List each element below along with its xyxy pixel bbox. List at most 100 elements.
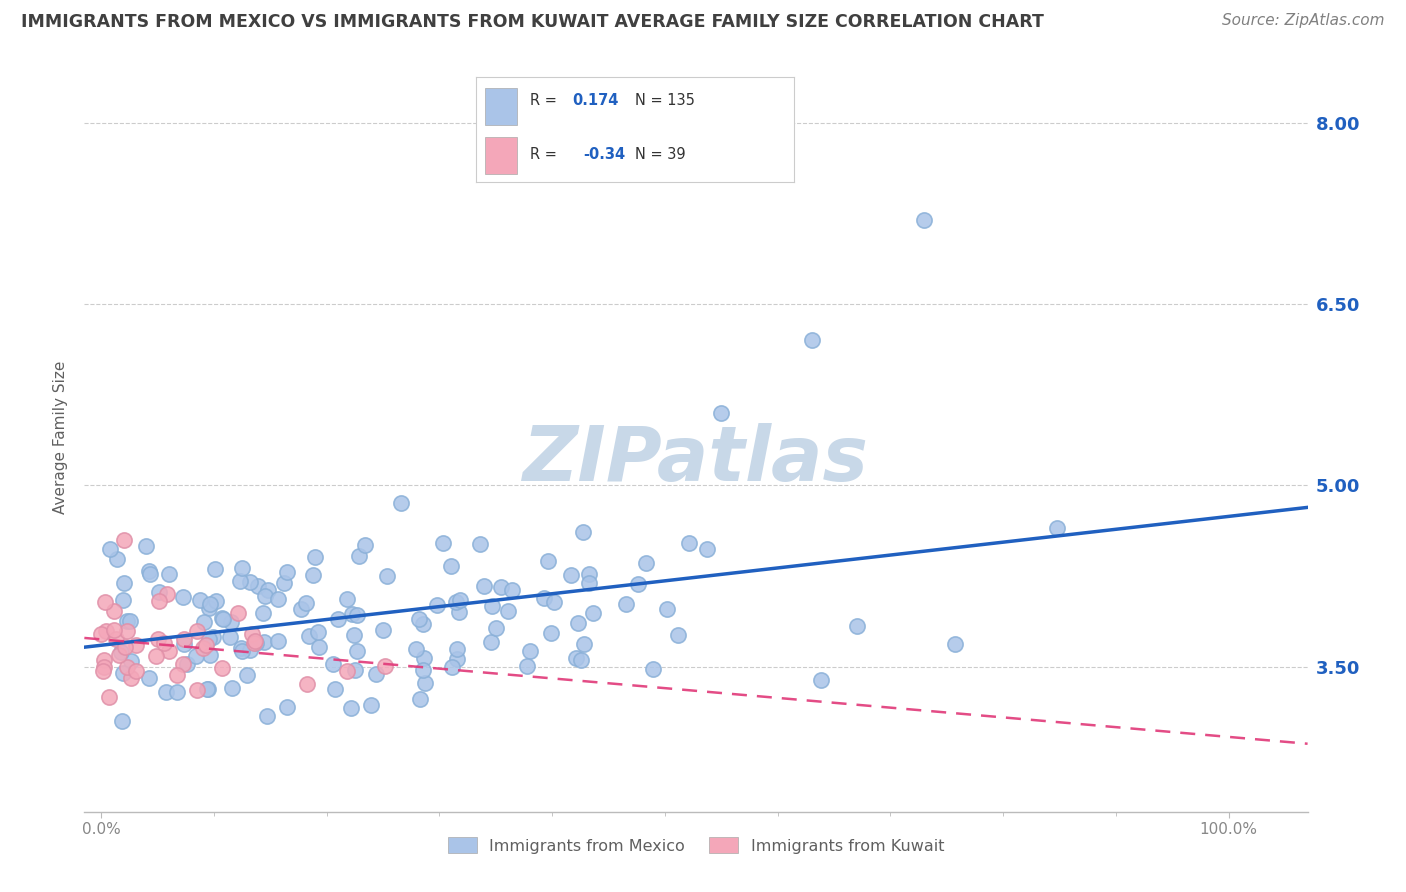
Point [543,595,565,609]
Point [98,541,121,556]
Point [103,604,125,618]
Point [449,592,471,607]
Point [219,630,242,644]
Point [148,585,170,599]
Point [408,612,430,626]
Point [112,533,135,547]
Point [219,615,242,629]
Point [364,667,387,681]
Point [276,700,298,714]
Point [188,593,211,607]
Point [578,576,600,591]
Text: ZIPatlas: ZIPatlas [523,423,869,497]
Legend: Immigrants from Mexico, Immigrants from Kuwait: Immigrants from Mexico, Immigrants from … [441,831,950,860]
Text: IMMIGRANTS FROM MEXICO VS IMMIGRANTS FROM KUWAIT AVERAGE FAMILY SIZE CORRELATION: IMMIGRANTS FROM MEXICO VS IMMIGRANTS FRO… [21,13,1045,31]
Point [474,579,496,593]
Point [91,664,114,678]
Point [195,639,218,653]
Point [148,594,170,608]
Point [231,561,253,575]
Y-axis label: Average Family Size: Average Family Size [53,360,69,514]
Point [111,714,134,729]
Point [236,668,259,682]
Point [139,567,162,582]
Point [426,598,449,612]
Point [340,700,363,714]
Point [336,664,359,678]
Point [108,648,131,662]
Point [560,567,582,582]
Point [267,633,290,648]
Point [354,538,377,552]
Point [572,637,595,651]
Point [125,664,148,678]
Point [118,615,141,629]
Point [96,624,118,639]
Point [326,612,349,626]
Point [201,631,224,645]
Point [323,681,346,696]
Point [582,606,605,620]
Point [205,594,228,608]
Point [409,692,432,706]
Point [578,567,600,582]
Point [231,640,253,655]
Point [115,615,138,629]
Point [572,525,595,540]
Point [153,636,176,650]
Point [405,641,427,656]
Point [481,599,503,614]
Point [93,660,115,674]
Point [105,632,128,647]
Point [90,627,112,641]
Point [239,643,262,657]
Point [375,569,398,583]
Point [371,624,394,638]
Point [120,671,142,685]
Point [252,606,274,620]
Point [447,606,470,620]
Point [110,645,132,659]
Point [221,681,243,696]
Point [945,637,967,651]
Point [138,564,160,578]
Point [239,575,262,590]
Point [343,663,366,677]
Point [446,642,468,657]
Point [257,582,280,597]
Point [374,659,396,673]
Point [166,668,188,682]
Point [156,587,179,601]
Point [229,574,252,589]
Point [157,644,180,658]
Point [198,648,221,662]
Point [564,650,586,665]
Point [412,663,434,677]
Point [204,562,226,576]
Point [197,601,219,615]
Point [186,624,208,638]
Point [346,607,368,622]
Point [297,629,319,643]
Point [120,654,142,668]
Point [138,671,160,685]
Point [360,698,382,712]
Point [290,602,312,616]
Point [145,649,167,664]
Point [302,567,325,582]
Point [413,676,436,690]
Point [186,682,208,697]
Point [231,644,253,658]
Point [245,634,267,648]
Point [540,625,562,640]
Point [112,666,135,681]
Point [810,673,832,687]
Point [516,658,538,673]
Point [343,628,366,642]
Point [340,607,363,621]
Point [627,577,650,591]
Point [172,657,194,671]
Point [800,334,823,348]
Point [413,650,436,665]
Point [479,634,502,648]
